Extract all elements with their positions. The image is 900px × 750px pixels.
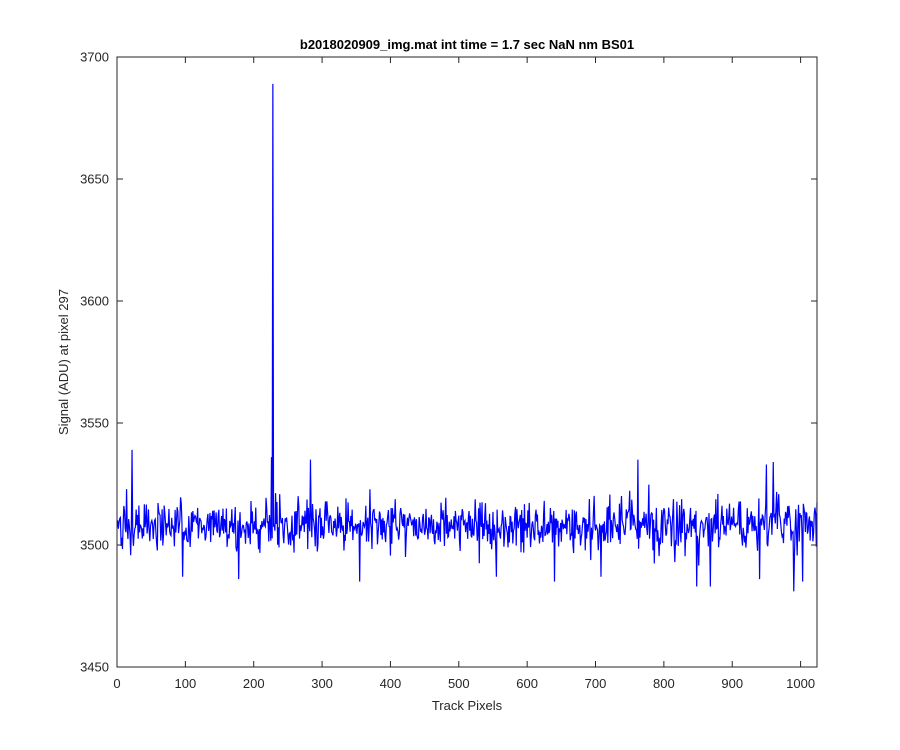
x-tick-label: 1000 xyxy=(786,676,815,691)
x-axis-title: Track Pixels xyxy=(432,698,503,713)
x-tick-label: 500 xyxy=(448,676,470,691)
signal-series-line xyxy=(117,83,818,592)
series-layer xyxy=(117,83,818,592)
y-tick-label: 3500 xyxy=(80,538,109,553)
x-tick-label: 0 xyxy=(113,676,120,691)
x-tick-label: 800 xyxy=(653,676,675,691)
y-tick-label: 3650 xyxy=(80,172,109,187)
y-tick-label: 3600 xyxy=(80,294,109,309)
tick-layer: 0 100 200 300 400 500 600 700 800 900 1000 3450 3500… xyxy=(80,50,817,691)
x-tick-label: 200 xyxy=(243,676,265,691)
y-tick-label: 3700 xyxy=(80,50,109,65)
x-tick-label: 300 xyxy=(311,676,333,691)
x-tick-label: 900 xyxy=(721,676,743,691)
x-tick-label: 600 xyxy=(516,676,538,691)
y-tick-label: 3450 xyxy=(80,660,109,675)
x-tick-label: 100 xyxy=(175,676,197,691)
x-tick-label: 700 xyxy=(585,676,607,691)
y-axis-title: Signal (ADU) at pixel 297 xyxy=(56,289,71,435)
y-tick-label: 3550 xyxy=(80,416,109,431)
chart-title: b2018020909_img.mat int time = 1.7 sec N… xyxy=(300,37,634,52)
axes-box xyxy=(116,56,818,668)
plot-area: 0 100 200 300 400 500 600 700 800 900 1000 3450 3500… xyxy=(80,50,818,691)
axes-background xyxy=(117,57,817,667)
x-tick-label: 400 xyxy=(380,676,402,691)
